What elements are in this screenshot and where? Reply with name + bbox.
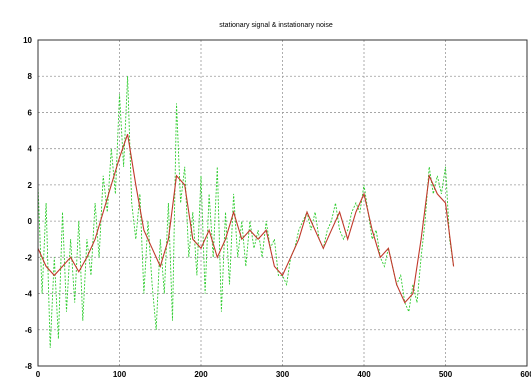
x-tick-label: 300 bbox=[276, 370, 290, 379]
y-tick-label: -2 bbox=[25, 253, 33, 262]
plot-frame bbox=[37, 39, 528, 367]
y-tick-label: 10 bbox=[23, 36, 32, 45]
y-tick-label: -8 bbox=[25, 362, 33, 371]
y-tick-label: 2 bbox=[28, 181, 33, 190]
x-tick-label: 0 bbox=[36, 370, 41, 379]
x-tick-label: 500 bbox=[439, 370, 453, 379]
x-tick-label: 200 bbox=[194, 370, 208, 379]
chart-title: stationary signal & instationary noise bbox=[219, 22, 333, 29]
y-tick-label: 6 bbox=[28, 108, 33, 117]
noisy-series-line bbox=[37, 76, 455, 348]
y-tick-label: 0 bbox=[28, 217, 33, 226]
y-tick-label: 4 bbox=[28, 145, 33, 154]
grid bbox=[38, 40, 527, 366]
signal-series-line bbox=[37, 134, 455, 304]
y-tick-label: 8 bbox=[28, 72, 33, 81]
x-tick-label: 100 bbox=[113, 370, 127, 379]
y-tick-label: -6 bbox=[25, 326, 33, 335]
series-layer bbox=[37, 76, 455, 348]
y-tick-label: -4 bbox=[25, 290, 33, 299]
tick-labels: 0 100 200 300 400 500 600 10 8 6 4 2 0 -2 -4 -6 -8 bbox=[23, 36, 531, 379]
x-tick-label: 600 bbox=[520, 370, 531, 379]
x-tick-label: 400 bbox=[357, 370, 371, 379]
